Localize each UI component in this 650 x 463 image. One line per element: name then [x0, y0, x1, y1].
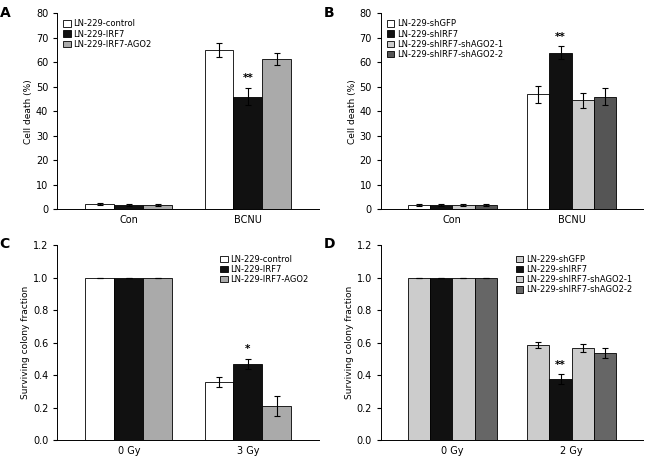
Text: **: **: [555, 31, 566, 42]
Legend: LN-229-control, LN-229-IRF7, LN-229-IRF7-AGO2: LN-229-control, LN-229-IRF7, LN-229-IRF7…: [218, 253, 310, 286]
Y-axis label: Cell death (%): Cell death (%): [348, 79, 357, 144]
Bar: [263, 59, 291, 209]
Bar: [474, 205, 497, 209]
Y-axis label: Cell death (%): Cell death (%): [24, 79, 33, 144]
Bar: [205, 382, 233, 440]
Text: **: **: [555, 360, 566, 369]
Y-axis label: Surviving colony fraction: Surviving colony fraction: [21, 286, 30, 400]
Bar: [593, 97, 616, 209]
Text: B: B: [323, 6, 334, 19]
Text: D: D: [323, 237, 335, 251]
Bar: [85, 277, 114, 440]
Text: *: *: [245, 344, 251, 354]
Bar: [430, 205, 452, 209]
Bar: [408, 205, 430, 209]
Y-axis label: Surviving colony fraction: Surviving colony fraction: [344, 286, 354, 400]
Bar: [85, 204, 114, 209]
Bar: [452, 205, 474, 209]
Bar: [593, 353, 616, 440]
Bar: [114, 277, 143, 440]
Bar: [571, 100, 593, 209]
Bar: [452, 277, 474, 440]
Legend: LN-229-shGFP, LN-229-shIRF7, LN-229-shIRF7-shAGO2-1, LN-229-shIRF7-shAGO2-2: LN-229-shGFP, LN-229-shIRF7, LN-229-shIR…: [514, 253, 634, 296]
Bar: [233, 364, 263, 440]
Bar: [549, 52, 571, 209]
Bar: [263, 406, 291, 440]
Bar: [549, 379, 571, 440]
Bar: [527, 345, 549, 440]
Legend: LN-229-shGFP, LN-229-shIRF7, LN-229-shIRF7-shAGO2-1, LN-229-shIRF7-shAGO2-2: LN-229-shGFP, LN-229-shIRF7, LN-229-shIR…: [385, 18, 504, 61]
Bar: [571, 348, 593, 440]
Bar: [527, 94, 549, 209]
Bar: [430, 277, 452, 440]
Legend: LN-229-control, LN-229-IRF7, LN-229-IRF7-AGO2: LN-229-control, LN-229-IRF7, LN-229-IRF7…: [62, 18, 153, 50]
Bar: [205, 50, 233, 209]
Text: A: A: [0, 6, 10, 19]
Bar: [233, 97, 263, 209]
Text: **: **: [242, 73, 254, 83]
Bar: [474, 277, 497, 440]
Bar: [408, 277, 430, 440]
Bar: [143, 205, 172, 209]
Bar: [114, 205, 143, 209]
Bar: [143, 277, 172, 440]
Text: C: C: [0, 237, 10, 251]
